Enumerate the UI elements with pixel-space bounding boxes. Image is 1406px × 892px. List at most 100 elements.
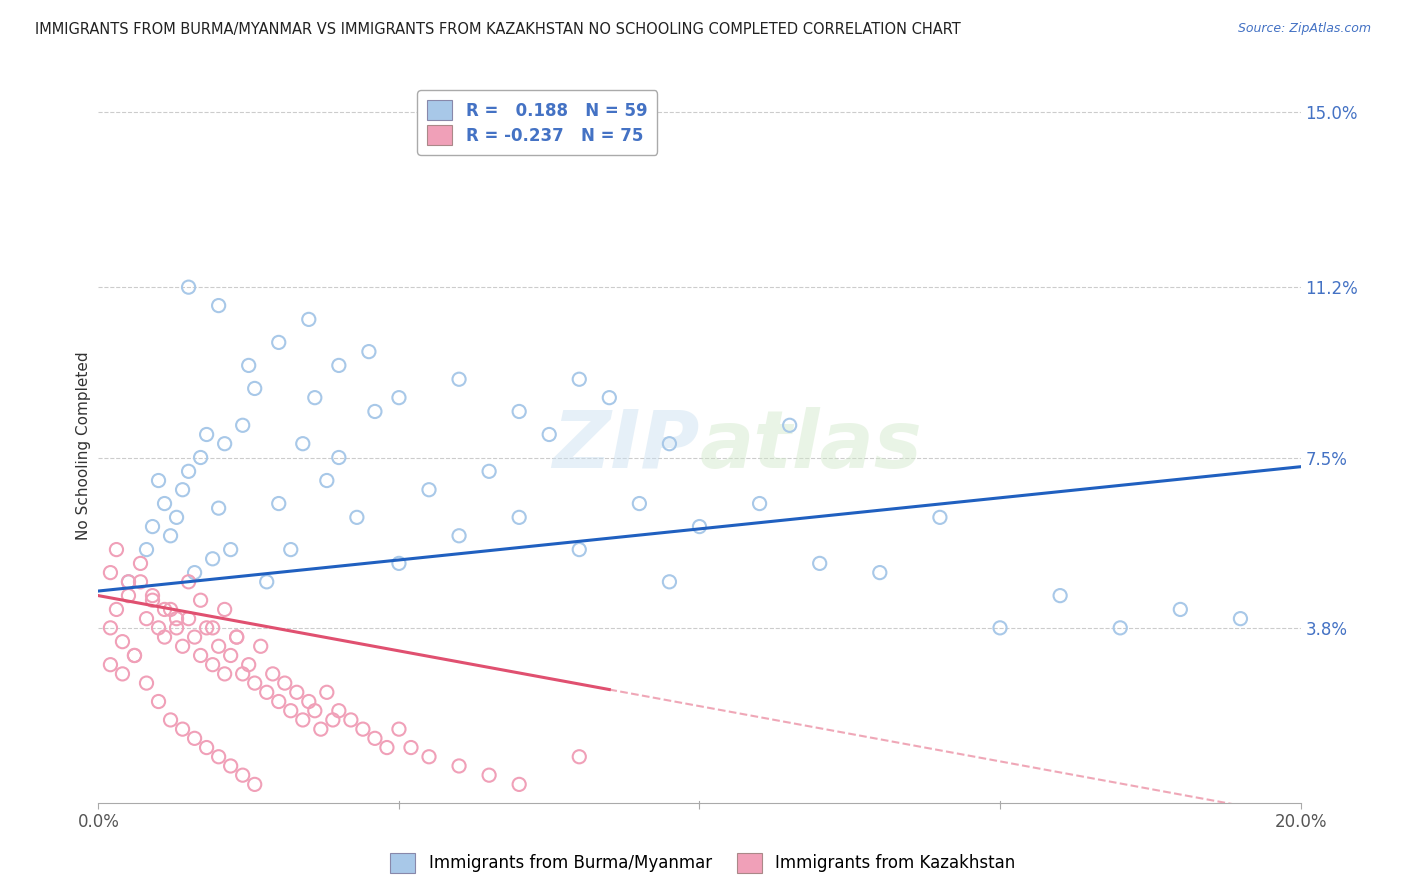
- Point: [208, 501, 231, 516]
- Point: [141, 593, 163, 607]
- Point: [177, 464, 200, 478]
- Text: IMMIGRANTS FROM BURMA/MYANMAR VS IMMIGRANTS FROM KAZAKHSTAN NO SCHOOLING COMPLET: IMMIGRANTS FROM BURMA/MYANMAR VS IMMIGRA…: [35, 22, 960, 37]
- Point: [201, 657, 224, 672]
- Point: [478, 768, 501, 782]
- Point: [153, 497, 176, 511]
- Point: [388, 391, 411, 405]
- Point: [364, 731, 387, 746]
- Point: [225, 630, 247, 644]
- Point: [291, 436, 314, 450]
- Point: [568, 372, 591, 386]
- Point: [779, 418, 801, 433]
- Point: [129, 574, 152, 589]
- Point: [538, 427, 561, 442]
- Point: [364, 404, 387, 418]
- Legend: R =   0.188   N = 59, R = -0.237   N = 75: R = 0.188 N = 59, R = -0.237 N = 75: [418, 90, 657, 154]
- Point: [243, 777, 266, 791]
- Point: [291, 713, 314, 727]
- Point: [153, 630, 176, 644]
- Point: [153, 602, 176, 616]
- Point: [1109, 621, 1132, 635]
- Point: [285, 685, 308, 699]
- Point: [214, 436, 236, 450]
- Point: [658, 436, 681, 450]
- Point: [689, 519, 711, 533]
- Point: [111, 634, 134, 648]
- Point: [1170, 602, 1192, 616]
- Point: [322, 713, 344, 727]
- Point: [418, 749, 440, 764]
- Point: [117, 574, 139, 589]
- Point: [249, 640, 271, 654]
- Point: [388, 557, 411, 571]
- Point: [190, 593, 212, 607]
- Point: [208, 749, 231, 764]
- Point: [357, 344, 380, 359]
- Point: [315, 685, 337, 699]
- Point: [262, 666, 284, 681]
- Point: [243, 381, 266, 395]
- Point: [135, 542, 157, 557]
- Point: [100, 621, 122, 635]
- Point: [399, 740, 422, 755]
- Point: [929, 510, 952, 524]
- Point: [328, 359, 350, 373]
- Point: [159, 602, 181, 616]
- Point: [568, 542, 591, 557]
- Point: [190, 450, 212, 465]
- Point: [148, 621, 170, 635]
- Point: [274, 676, 297, 690]
- Point: [117, 589, 139, 603]
- Point: [159, 529, 181, 543]
- Point: [304, 391, 326, 405]
- Text: ZIP: ZIP: [553, 407, 700, 485]
- Point: [352, 722, 374, 736]
- Point: [172, 640, 194, 654]
- Point: [148, 474, 170, 488]
- Point: [508, 510, 530, 524]
- Point: [238, 657, 260, 672]
- Point: [100, 657, 122, 672]
- Y-axis label: No Schooling Completed: No Schooling Completed: [76, 351, 91, 541]
- Point: [328, 450, 350, 465]
- Point: [166, 612, 188, 626]
- Point: [124, 648, 146, 663]
- Point: [508, 404, 530, 418]
- Point: [183, 566, 205, 580]
- Point: [135, 676, 157, 690]
- Point: [117, 574, 139, 589]
- Point: [1229, 612, 1251, 626]
- Point: [225, 630, 247, 644]
- Point: [141, 589, 163, 603]
- Point: [135, 612, 157, 626]
- Point: [346, 510, 368, 524]
- Point: [988, 621, 1011, 635]
- Point: [658, 574, 681, 589]
- Point: [478, 464, 501, 478]
- Point: [177, 612, 200, 626]
- Point: [232, 768, 254, 782]
- Point: [129, 557, 152, 571]
- Point: [201, 551, 224, 566]
- Point: [105, 602, 128, 616]
- Point: [243, 676, 266, 690]
- Point: [447, 759, 470, 773]
- Point: [100, 566, 122, 580]
- Point: [280, 542, 302, 557]
- Text: atlas: atlas: [700, 407, 922, 485]
- Point: [628, 497, 651, 511]
- Point: [1049, 589, 1071, 603]
- Point: [267, 694, 290, 708]
- Point: [568, 749, 591, 764]
- Point: [418, 483, 440, 497]
- Point: [309, 722, 332, 736]
- Point: [166, 621, 188, 635]
- Point: [124, 648, 146, 663]
- Point: [238, 359, 260, 373]
- Point: [172, 483, 194, 497]
- Point: [159, 713, 181, 727]
- Point: [141, 519, 163, 533]
- Point: [177, 574, 200, 589]
- Point: [111, 666, 134, 681]
- Point: [105, 542, 128, 557]
